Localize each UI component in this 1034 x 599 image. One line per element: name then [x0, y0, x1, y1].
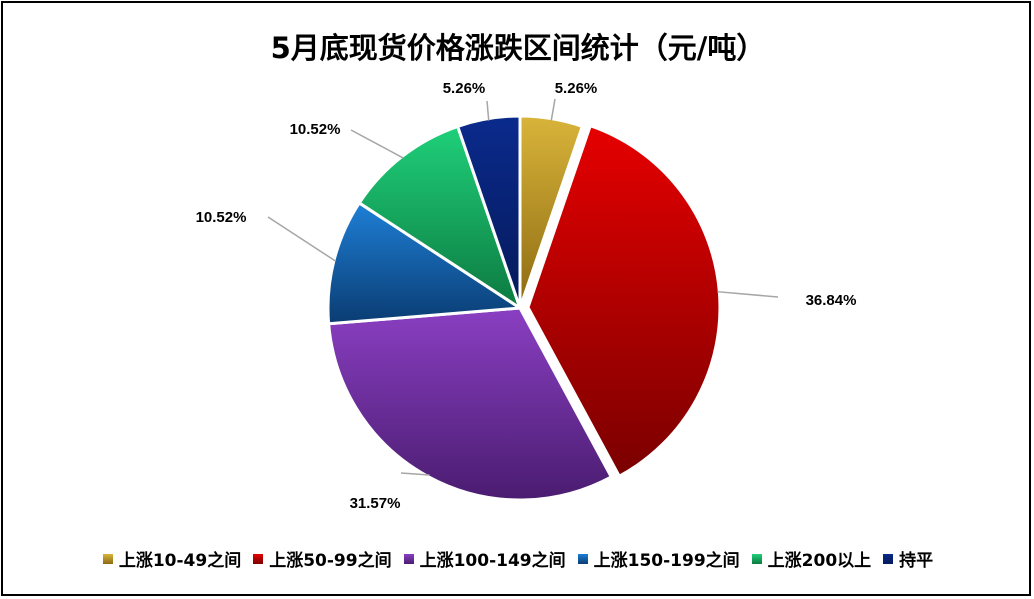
data-label-6: 5.26% — [443, 80, 486, 97]
legend-label: 上涨150-199之间 — [593, 551, 740, 571]
leader-line-4 — [267, 216, 337, 262]
legend-item-6: 持平 — [883, 546, 933, 571]
leader-line-2 — [717, 290, 779, 298]
legend-label: 持平 — [899, 551, 934, 571]
leader-line-1 — [550, 98, 556, 121]
leader-line-6 — [486, 100, 490, 121]
legend-label: 上涨200以上 — [767, 551, 872, 571]
pie-chart: 5.26% 36.84% 31.57% 10.52% 10.52% 5.26% — [196, 80, 857, 512]
legend-label: 上涨100-149之间 — [419, 551, 566, 571]
legend-swatch — [403, 553, 414, 564]
chart-title: 5月底现货价格涨跌区间统计（元/吨） — [270, 31, 766, 65]
legend-item-2: 上涨50-99之间 — [253, 546, 392, 571]
leader-line-3 — [400, 472, 430, 476]
data-label-2: 36.84% — [806, 292, 857, 309]
chart-legend: 上涨10-49之间 上涨50-99之间 上涨100-149之间 上涨150-199之间… — [3, 546, 1033, 571]
legend-item-4: 上涨150-199之间 — [577, 546, 740, 571]
legend-item-3: 上涨100-149之间 — [403, 546, 566, 571]
pie-slice-5 — [357, 124, 523, 312]
data-label-5: 10.52% — [290, 121, 341, 138]
leader-line-5 — [350, 129, 404, 159]
legend-swatch — [102, 553, 113, 564]
legend-label: 上涨10-49之间 — [118, 551, 242, 571]
legend-item-5: 上涨200以上 — [751, 546, 872, 571]
legend-label: 上涨50-99之间 — [269, 551, 392, 571]
legend-swatch — [751, 553, 762, 564]
legend-swatch — [883, 553, 894, 564]
legend-item-1: 上涨10-49之间 — [102, 546, 242, 571]
data-label-4: 10.52% — [196, 209, 247, 226]
data-label-1: 5.26% — [555, 80, 598, 97]
legend-swatch — [253, 553, 264, 564]
legend-swatch — [577, 553, 588, 564]
data-label-3: 31.57% — [350, 495, 401, 512]
pie-slice-3 — [327, 306, 614, 502]
